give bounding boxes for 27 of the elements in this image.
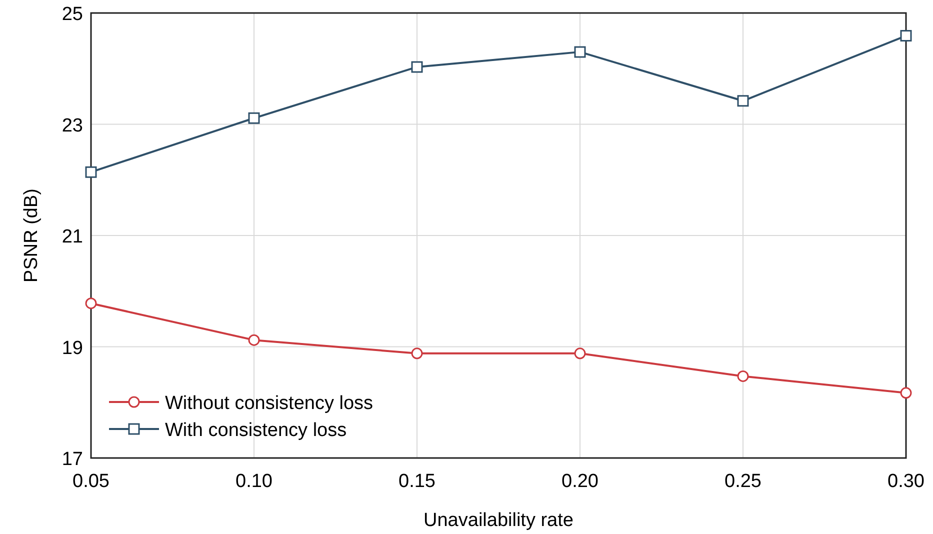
y-tick-label: 23	[62, 115, 83, 136]
x-tick-label: 0.05	[72, 471, 110, 492]
x-tick-label: 0.10	[236, 471, 272, 492]
y-tick-label: 19	[62, 338, 83, 359]
y-tick-label: 21	[62, 226, 83, 248]
point	[411, 348, 423, 360]
x-tick-label: 0.30	[888, 471, 924, 492]
point	[900, 30, 912, 42]
point	[737, 95, 749, 107]
y-axis-title: PSNR (dB)	[21, 188, 42, 282]
x-axis-title: Unavailability rate	[424, 510, 574, 531]
legend-label: With consistency loss	[165, 420, 347, 441]
point	[574, 348, 586, 360]
y-tick-label: 25	[62, 4, 83, 25]
x-tick-label: 0.20	[562, 471, 598, 492]
point	[411, 61, 423, 73]
point	[900, 387, 912, 399]
x-tick-label: 0.25	[724, 471, 762, 492]
point	[85, 166, 97, 178]
legend-label: Without consistency loss	[165, 393, 374, 414]
point	[574, 46, 586, 58]
x-tick-label: 0.15	[398, 471, 436, 492]
point	[248, 112, 260, 124]
point	[85, 298, 97, 310]
point	[737, 370, 749, 382]
point	[248, 334, 260, 346]
y-tick-label: 17	[62, 449, 83, 470]
